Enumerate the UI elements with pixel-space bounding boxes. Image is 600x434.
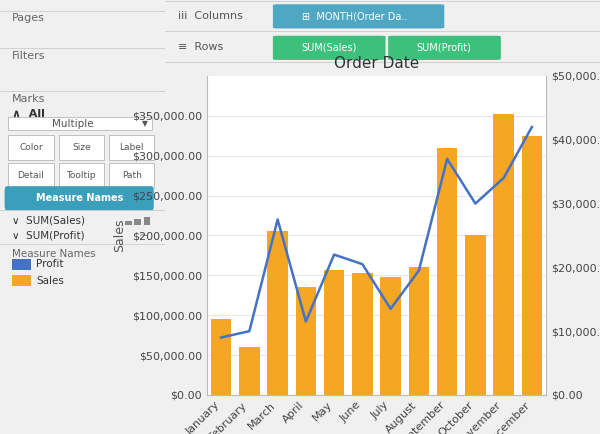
Bar	[324, 270, 344, 395]
FancyBboxPatch shape	[8, 135, 53, 160]
Y-axis label: Sales: Sales	[113, 219, 127, 252]
Text: Measure Names: Measure Names	[35, 193, 123, 204]
FancyBboxPatch shape	[5, 186, 154, 210]
Bar	[352, 273, 373, 395]
Text: Pages: Pages	[11, 13, 44, 23]
Text: Sales: Sales	[36, 276, 64, 286]
Bar	[143, 217, 150, 225]
Bar	[465, 235, 485, 395]
Bar	[296, 287, 316, 395]
Text: Measure Names: Measure Names	[11, 249, 95, 260]
Text: ∼: ∼	[139, 229, 149, 242]
Text: Profit: Profit	[36, 259, 64, 270]
Text: ∨  SUM(Sales): ∨ SUM(Sales)	[11, 215, 85, 226]
FancyBboxPatch shape	[8, 117, 152, 130]
Bar	[125, 221, 131, 225]
FancyBboxPatch shape	[109, 163, 154, 188]
Text: ▼: ▼	[142, 119, 148, 128]
Bar	[11, 275, 31, 286]
Text: Color: Color	[19, 143, 43, 151]
Text: Filters: Filters	[11, 50, 45, 61]
Text: Marks: Marks	[11, 94, 45, 104]
FancyBboxPatch shape	[59, 135, 104, 160]
Text: SUM(Sales): SUM(Sales)	[301, 43, 356, 53]
FancyBboxPatch shape	[273, 36, 386, 60]
Text: ∧  All: ∧ All	[11, 109, 44, 119]
Text: Label: Label	[119, 143, 144, 151]
Bar	[437, 148, 457, 395]
FancyBboxPatch shape	[273, 4, 444, 29]
Bar	[380, 277, 401, 395]
Bar	[239, 347, 260, 395]
Bar	[134, 219, 141, 225]
Text: Path: Path	[122, 171, 142, 180]
Text: ∨  SUM(Profit): ∨ SUM(Profit)	[11, 230, 84, 240]
Bar	[211, 319, 231, 395]
Bar	[493, 114, 514, 395]
Bar	[409, 267, 429, 395]
Text: ≡  Rows: ≡ Rows	[178, 42, 223, 52]
FancyBboxPatch shape	[8, 163, 53, 188]
Bar	[268, 231, 288, 395]
FancyBboxPatch shape	[388, 36, 501, 60]
FancyBboxPatch shape	[59, 163, 104, 188]
Text: Multiple: Multiple	[52, 118, 94, 129]
Text: Tooltip: Tooltip	[67, 171, 96, 180]
Text: SUM(Profit): SUM(Profit)	[417, 43, 472, 53]
Bar	[11, 259, 31, 270]
Title: Order Date: Order Date	[334, 56, 419, 71]
FancyBboxPatch shape	[109, 135, 154, 160]
Text: Detail: Detail	[17, 171, 44, 180]
Bar	[522, 136, 542, 395]
Text: ⊞  MONTH(Order Da..: ⊞ MONTH(Order Da..	[302, 11, 407, 21]
Text: Size: Size	[72, 143, 91, 151]
Text: iii  Columns: iii Columns	[178, 11, 243, 21]
